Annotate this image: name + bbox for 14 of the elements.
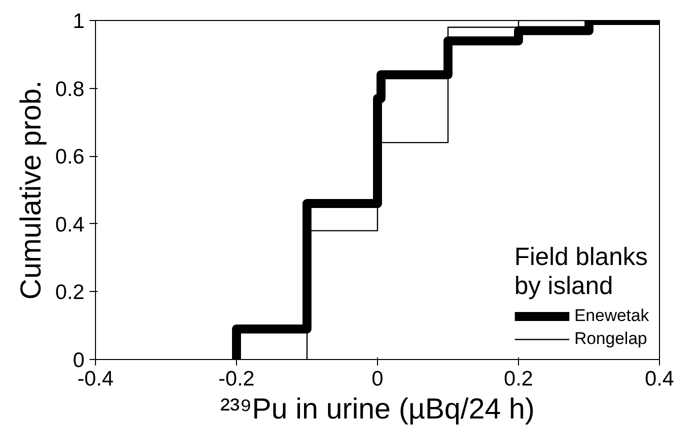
legend-label: Enewetak (574, 306, 649, 326)
x-tick-label: 0 (372, 368, 384, 390)
y-axis-title: Cumulative prob. (15, 80, 48, 300)
y-tick-label: 0.4 (55, 213, 85, 236)
y-tick-label: 1 (72, 10, 85, 33)
y-tick-label: 0.8 (55, 78, 85, 101)
y-tick-label: 0.2 (55, 281, 85, 304)
x-tick-label: -0.2 (218, 368, 255, 390)
y-tick-label: 0.6 (55, 146, 85, 169)
legend-title: Field blanks by island (514, 243, 649, 301)
x-axis-title: ²³⁹Pu in urine (µBq/24 h) (220, 394, 535, 426)
x-tick-label: 0.4 (644, 368, 674, 390)
legend-label: Rongelap (574, 329, 648, 349)
x-tick-label: 0.2 (504, 368, 534, 390)
